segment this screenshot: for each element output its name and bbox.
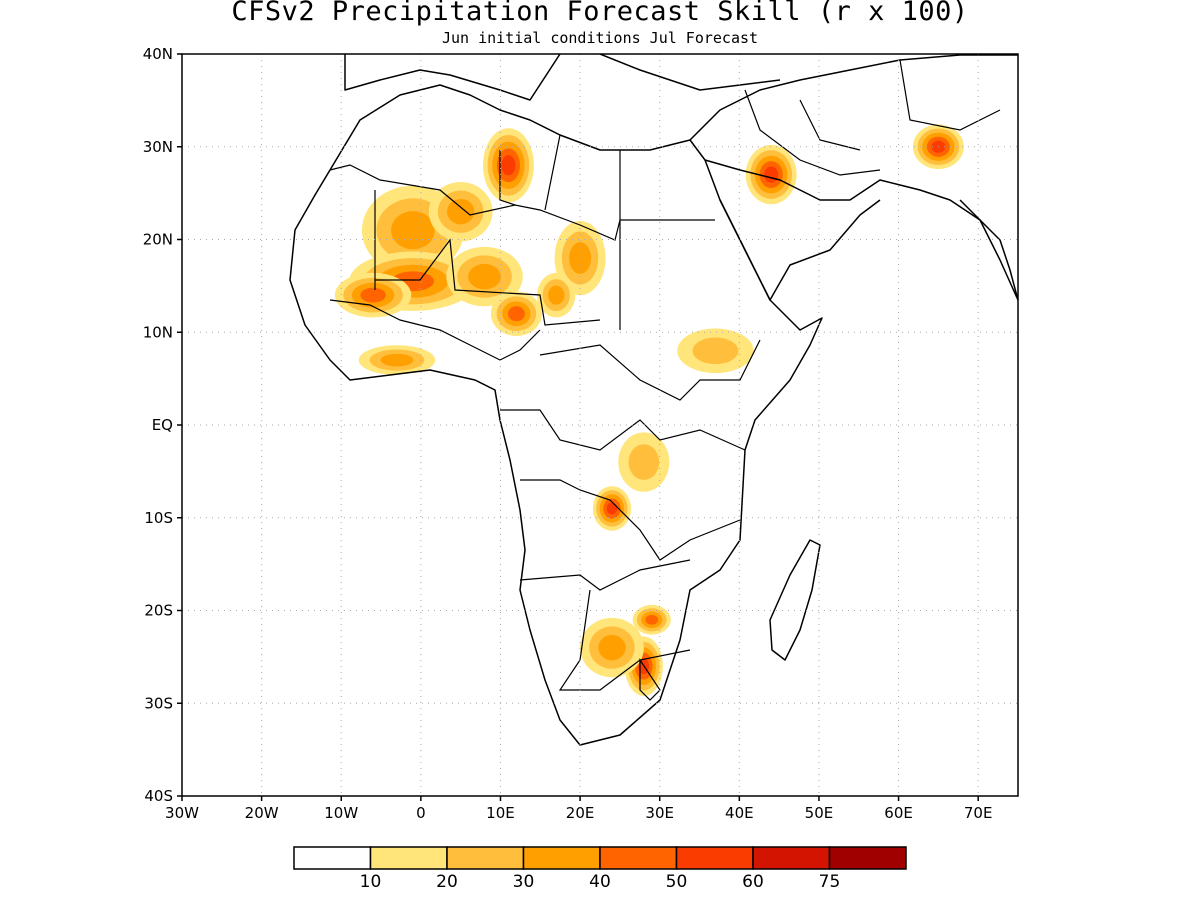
colorbar-label: 50 (666, 872, 688, 892)
y-tick-label: 40N (143, 45, 173, 63)
grid-lines (182, 54, 1018, 796)
y-tick-label: 20S (144, 602, 173, 620)
y-tick-label: 10S (144, 509, 173, 527)
x-axis: 30W 20W 10W 0 10E 20E 30E 40E 50E 60E 70E (165, 796, 992, 822)
colorbar-swatch (828, 846, 907, 870)
africa-coastline (289, 84, 823, 746)
skill-region-4-level-5 (501, 155, 516, 176)
colorbar-label: 20 (436, 872, 458, 892)
plot-frame (182, 54, 1018, 796)
skill-region-3-level-3 (468, 263, 501, 290)
skill-region-6-level-3 (447, 198, 475, 225)
x-tick-label: 60E (884, 804, 913, 822)
page-subtitle: Jun initial conditions Jul Forecast (441, 29, 759, 47)
y-tick-label: 30S (144, 694, 173, 712)
x-tick-label: 10E (486, 804, 515, 822)
x-tick-label: 70E (964, 804, 993, 822)
europe-coastline (344, 54, 781, 101)
colorbar-label: 10 (360, 872, 382, 892)
colorbar-label: 30 (513, 872, 535, 892)
colorbar-swatch (675, 846, 754, 870)
colorbar-swatch (752, 846, 831, 870)
colorbar-label: 40 (589, 872, 611, 892)
skill-region-10-level-5 (606, 502, 618, 515)
y-tick-label: 20N (143, 231, 173, 249)
y-tick-label: EQ (152, 416, 173, 434)
skill-shading (334, 124, 964, 696)
colorbar-swatch (522, 846, 601, 870)
skill-region-14-level-2 (692, 337, 739, 365)
x-tick-label: 10W (324, 804, 358, 822)
skill-region-8-level-5 (764, 166, 779, 183)
y-tick-label: 10N (143, 323, 173, 341)
colorbar-swatch (293, 846, 372, 870)
x-tick-label: 20E (566, 804, 595, 822)
india-coastline (959, 199, 1018, 301)
skill-region-2-level-4 (360, 287, 386, 303)
y-axis: 40N 30N 20N 10N EQ 10S 20S 30S 40S (143, 45, 182, 805)
skill-region-5-level-4 (507, 306, 525, 322)
skill-region-16-level-3 (380, 353, 414, 367)
y-tick-label: 40S (144, 787, 173, 805)
colorbar-label: 60 (742, 872, 764, 892)
y-tick-label: 30N (143, 138, 173, 156)
x-tick-label: 40E (725, 804, 754, 822)
colorbar: 10 20 30 40 50 60 75 (293, 846, 907, 892)
madagascar-coastline (769, 539, 821, 661)
skill-region-0-level-3 (391, 211, 435, 250)
x-tick-label: 30W (165, 804, 199, 822)
skill-region-13-level-3 (598, 634, 626, 661)
skill-region-12-level-4 (645, 614, 659, 625)
skill-region-15-level-2 (628, 444, 660, 480)
colorbar-label: 75 (819, 872, 841, 892)
coastlines (289, 54, 1018, 746)
colorbar-swatch (369, 846, 448, 870)
page-title: CFSv2 Precipitation Forecast Skill (r x … (231, 0, 969, 27)
country-borders (329, 59, 1001, 701)
arabia-asia-coastline (689, 54, 1018, 301)
x-tick-label: 30E (645, 804, 674, 822)
colorbar-swatch (446, 846, 525, 870)
x-tick-label: 50E (805, 804, 834, 822)
x-tick-label: 20W (245, 804, 279, 822)
x-tick-label: 0 (416, 804, 426, 822)
colorbar-swatch (599, 846, 678, 870)
skill-region-17-level-3 (548, 285, 565, 305)
